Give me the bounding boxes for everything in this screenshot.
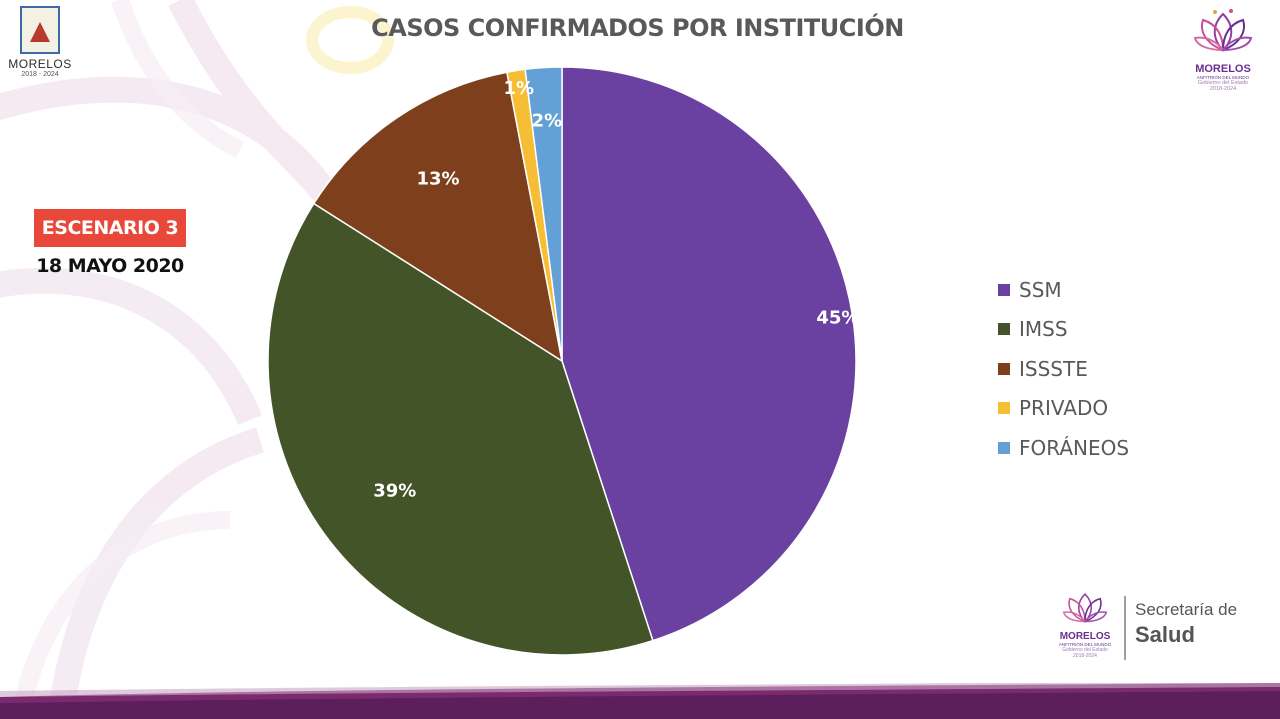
logo-divider xyxy=(1124,596,1126,660)
secretaria-label: Secretaría de xyxy=(1135,600,1238,619)
logo-right-years: 2018-2024 xyxy=(1209,86,1237,92)
legend-item-imss: IMSS xyxy=(998,310,1129,350)
legend-label: IMSS xyxy=(1019,317,1068,342)
crest-icon xyxy=(20,6,60,54)
logo-right-name: MORELOS xyxy=(1195,63,1251,75)
legend-item-privado: PRIVADO xyxy=(998,389,1129,429)
legend-item-issste: ISSSTE xyxy=(998,349,1129,389)
footer-band xyxy=(0,683,1280,719)
legend-item-foráneos: FORÁNEOS xyxy=(998,428,1129,468)
page-title: CASOS CONFIRMADOS POR INSTITUCIÓN xyxy=(371,14,904,42)
logo-bottom-gov: Gobierno del Estado xyxy=(1062,647,1108,653)
morelos-crest-logo: MORELOS 2018 - 2024 xyxy=(6,6,74,82)
slice-label-privado: 1% xyxy=(503,78,534,99)
legend-label: FORÁNEOS xyxy=(1019,435,1130,460)
legend-swatch xyxy=(998,323,1010,336)
legend-label: PRIVADO xyxy=(1019,396,1109,421)
legend-item-ssm: SSM xyxy=(998,270,1129,310)
legend-label: ISSSTE xyxy=(1019,356,1088,381)
logo-bottom-name: MORELOS xyxy=(1059,631,1111,642)
pie-slice-foráneos xyxy=(524,66,563,362)
legend-swatch xyxy=(998,402,1010,415)
logo-right-sub: ANFITRIÓN DEL MUNDO xyxy=(1196,75,1250,80)
flower-icon xyxy=(1193,9,1253,52)
secretaria-salud-logo: MORELOS ANFITRIÓN DEL MUNDO Gobierno del… xyxy=(1046,588,1266,668)
logo-left-name: MORELOS xyxy=(8,57,72,71)
slice-label-issste: 13% xyxy=(417,169,460,190)
pie-slice-issste xyxy=(312,71,564,363)
legend-swatch xyxy=(998,441,1010,454)
scenario-badge: ESCENARIO 3 xyxy=(34,209,186,247)
slice-label-foráneos: 2% xyxy=(532,110,563,131)
legend-swatch xyxy=(998,283,1010,296)
logo-right-gov: Gobierno del Estado xyxy=(1197,80,1249,86)
pie-slice-ssm xyxy=(561,66,857,642)
legend-swatch xyxy=(998,362,1010,375)
logo-left-years: 2018 - 2024 xyxy=(21,71,59,78)
logo-bottom-sub: ANFITRIÓN DEL MUNDO xyxy=(1058,642,1112,647)
slice-label-ssm: 45% xyxy=(816,307,859,328)
date-label: 18 MAYO 2020 xyxy=(36,255,184,277)
logo-bottom-years: 2018-2024 xyxy=(1073,653,1097,659)
flower-icon xyxy=(1062,593,1108,623)
legend-label: SSM xyxy=(1019,277,1062,302)
salud-label: Salud xyxy=(1135,622,1195,647)
chart-legend: SSM IMSS ISSSTE PRIVADO FORÁNEOS xyxy=(998,270,1129,468)
morelos-anfitrion-logo: MORELOS ANFITRIÓN DEL MUNDO Gobierno del… xyxy=(1185,6,1261,98)
slice-label-imss: 39% xyxy=(373,481,416,502)
pie-slice-imss xyxy=(267,202,654,656)
